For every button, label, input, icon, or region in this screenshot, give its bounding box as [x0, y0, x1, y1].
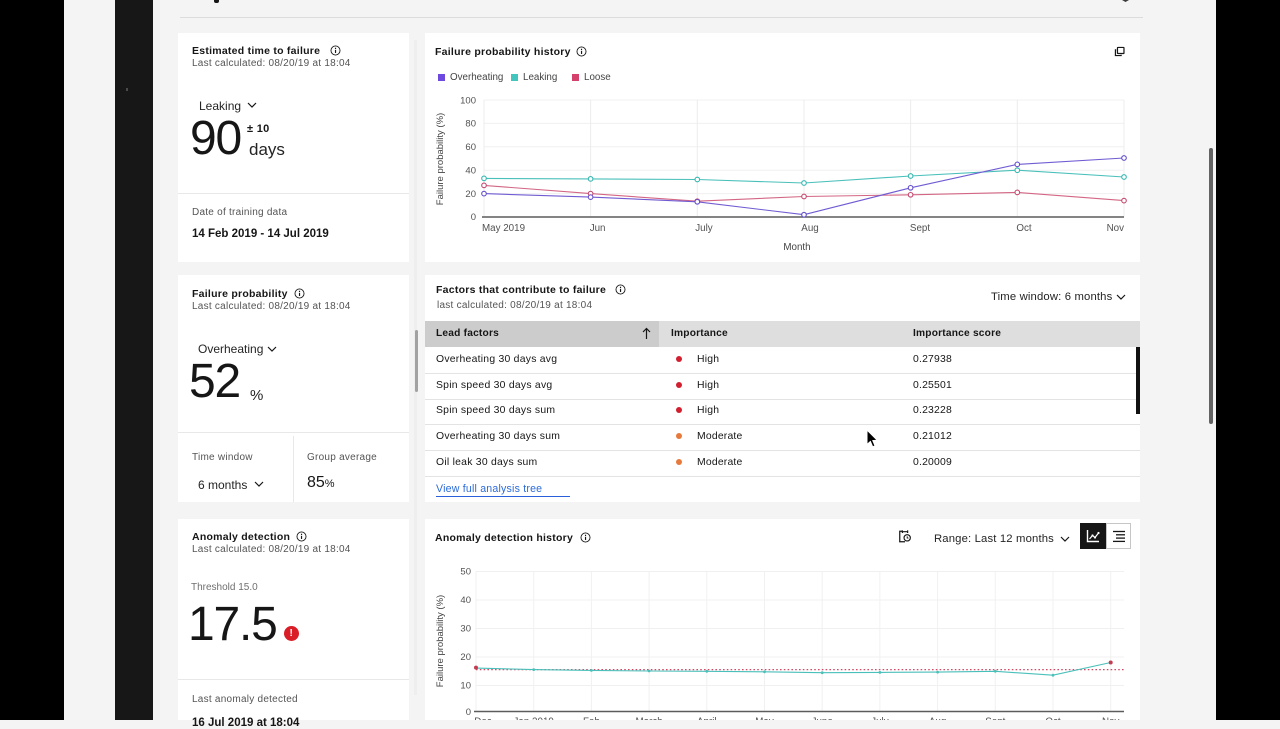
svg-text:20: 20 [465, 189, 476, 200]
svg-text:Jan 2019: Jan 2019 [514, 717, 554, 721]
svg-text:Jun: Jun [590, 223, 606, 234]
svg-text:50: 50 [460, 567, 471, 578]
svg-text:0: 0 [466, 707, 471, 718]
svg-text:10: 10 [460, 681, 471, 692]
svg-text:30: 30 [460, 624, 471, 635]
svg-text:Sept: Sept [910, 223, 930, 234]
svg-text:Month: Month [783, 242, 810, 253]
svg-text:Oct: Oct [1045, 717, 1061, 721]
svg-text:60: 60 [465, 142, 476, 153]
svg-text:0: 0 [471, 212, 476, 223]
svg-text:April: April [697, 717, 717, 721]
svg-text:100: 100 [460, 96, 476, 107]
svg-text:June: June [812, 717, 834, 721]
svg-text:May: May [755, 717, 774, 721]
svg-text:40: 40 [460, 595, 471, 606]
svg-text:July: July [871, 717, 889, 721]
svg-text:Dec: Dec [474, 717, 492, 721]
svg-text:Aug: Aug [801, 223, 818, 234]
svg-text:20: 20 [460, 652, 471, 663]
svg-text:40: 40 [465, 166, 476, 177]
svg-text:July: July [695, 223, 713, 234]
svg-text:Sept: Sept [985, 717, 1005, 721]
svg-text:Failure probability (%): Failure probability (%) [435, 113, 446, 205]
svg-text:Oct: Oct [1016, 223, 1032, 234]
svg-text:May 2019: May 2019 [482, 223, 525, 234]
svg-text:80: 80 [465, 119, 476, 130]
svg-text:Nov: Nov [1107, 223, 1125, 234]
svg-text:Nov: Nov [1102, 717, 1120, 721]
svg-text:March: March [635, 717, 662, 721]
svg-text:Failure probability (%): Failure probability (%) [435, 595, 446, 687]
svg-text:Feb: Feb [583, 717, 600, 721]
svg-text:Aug: Aug [929, 717, 946, 721]
